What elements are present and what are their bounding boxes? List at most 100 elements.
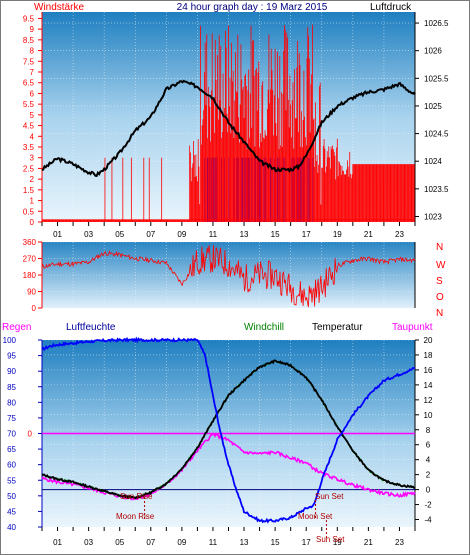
left-tick-label: 7: [30, 68, 35, 77]
regen-tick-label: 0: [28, 430, 33, 439]
right-tick-label: 1023.5: [424, 185, 449, 194]
temperatur-label: Temperatur: [312, 322, 363, 333]
compass-n-bottom: N: [436, 308, 443, 319]
left-tick-label: 2: [30, 175, 35, 184]
temperature-tick-label: -4: [424, 516, 432, 525]
x-tick-label: 21: [364, 230, 373, 239]
sun-set-label: Sun Set: [315, 492, 344, 501]
left-tick-label: 6.5: [23, 79, 35, 88]
bottom-x-tick-label: 19: [333, 538, 342, 547]
bottom-x-tick-label: 07: [146, 538, 155, 547]
x-tick-label: 19: [333, 230, 342, 239]
compass-o: O: [436, 292, 444, 303]
left-tick-label: 5: [30, 111, 35, 120]
dewpoint-line: [41, 432, 416, 501]
taupunkt-label: Taupunkt: [392, 322, 433, 333]
direction-tick-label: 90: [27, 288, 36, 297]
temperature-tick-label: 0: [426, 486, 431, 495]
luftdruck-label: Luftdruck: [370, 2, 412, 13]
humidity-tick-label: 45: [7, 507, 16, 516]
left-tick-label: 1: [30, 197, 35, 206]
graph-title: 24 hour graph day : 19 Marz 2015: [177, 2, 328, 13]
humidity-tick-label: 50: [7, 492, 16, 501]
bottom-x-tick-label: 01: [53, 538, 62, 547]
right-tick-label: 1026.5: [424, 19, 449, 28]
x-tick-label: 01: [53, 230, 62, 239]
x-tick-label: 03: [84, 230, 93, 239]
left-tick-label: 8: [30, 47, 35, 56]
temperature-line: [41, 359, 416, 500]
left-tick-label: 4: [30, 132, 35, 141]
bottom-x-tick-label: 21: [364, 538, 373, 547]
compass-s: S: [436, 276, 443, 287]
humidity-tick-label: 100: [3, 336, 17, 345]
sun-set-bottom-label: Sun Set: [316, 535, 345, 544]
luftfeuchte-label: Luftfeuchte: [66, 322, 116, 333]
x-tick-label: 07: [146, 230, 155, 239]
temperature-tick-label: 8: [426, 426, 431, 435]
regen-label: Regen: [2, 322, 31, 333]
temperature-tick-label: 6: [426, 441, 431, 450]
windstaerke-label: Windstärke: [34, 2, 84, 13]
wind-direction-line: [41, 245, 416, 308]
pressure-line: [41, 79, 416, 177]
moon-rise-label: Moon Rise: [116, 512, 155, 521]
temperature-tick-label: 16: [424, 366, 433, 375]
axes: 00.511.522.533.544.555.566.577.588.599.5…: [3, 12, 449, 547]
bottom-x-tick-label: 09: [177, 538, 186, 547]
humidity-tick-label: 55: [7, 476, 16, 485]
moon-set-label: Moon Set: [298, 512, 333, 521]
left-tick-label: 0.5: [23, 207, 35, 216]
temperature-tick-label: 18: [424, 351, 433, 360]
temperature-tick-label: 4: [426, 456, 431, 465]
right-tick-label: 1023: [424, 212, 442, 221]
temperature-tick-label: 14: [424, 381, 433, 390]
left-tick-label: 1.5: [23, 186, 35, 195]
left-tick-label: 0: [30, 218, 35, 227]
left-tick-label: 7.5: [23, 57, 35, 66]
direction-tick-label: 180: [23, 271, 37, 280]
direction-tick-label: 360: [23, 238, 37, 247]
temperature-tick-label: 20: [424, 336, 433, 345]
right-tick-label: 1024: [424, 157, 442, 166]
bottom-x-tick-label: 15: [271, 538, 280, 547]
x-tick-label: 13: [240, 230, 249, 239]
direction-tick-label: 270: [23, 255, 37, 264]
bottom-x-tick-label: 05: [115, 538, 124, 547]
humidity-tick-label: 40: [7, 523, 16, 532]
humidity-line: [41, 336, 416, 524]
chart-marks: [41, 24, 416, 540]
x-tick-label: 23: [395, 230, 404, 239]
left-tick-label: 9.5: [23, 14, 35, 23]
left-tick-label: 6: [30, 89, 35, 98]
direction-tick-label: 0: [32, 304, 37, 313]
x-tick-label: 15: [271, 230, 280, 239]
bottom-x-tick-label: 13: [240, 538, 249, 547]
humidity-tick-label: 95: [7, 352, 16, 361]
left-tick-label: 4.5: [23, 122, 35, 131]
temperature-tick-label: -2: [424, 501, 432, 510]
compass-w: W: [436, 260, 446, 271]
humidity-tick-label: 85: [7, 383, 16, 392]
x-tick-label: 05: [115, 230, 124, 239]
temperature-tick-label: 2: [426, 471, 431, 480]
temperature-tick-label: 10: [424, 411, 433, 420]
left-tick-label: 9: [30, 25, 35, 34]
compass-n-top: N: [436, 242, 443, 253]
sun-rise-label: Sun Rise: [120, 492, 153, 501]
left-tick-label: 8.5: [23, 36, 35, 45]
right-tick-label: 1026: [424, 47, 442, 56]
humidity-tick-label: 90: [7, 367, 16, 376]
windchill-label: Windchill: [244, 322, 284, 333]
x-tick-label: 17: [302, 230, 311, 239]
bottom-x-tick-label: 11: [209, 538, 218, 547]
right-tick-label: 1024.5: [424, 130, 449, 139]
left-tick-label: 2.5: [23, 164, 35, 173]
left-tick-label: 5.5: [23, 100, 35, 109]
humidity-tick-label: 65: [7, 445, 16, 454]
humidity-tick-label: 75: [7, 414, 16, 423]
temperature-tick-label: 12: [424, 396, 433, 405]
humidity-tick-label: 80: [7, 398, 16, 407]
humidity-tick-label: 70: [7, 430, 16, 439]
